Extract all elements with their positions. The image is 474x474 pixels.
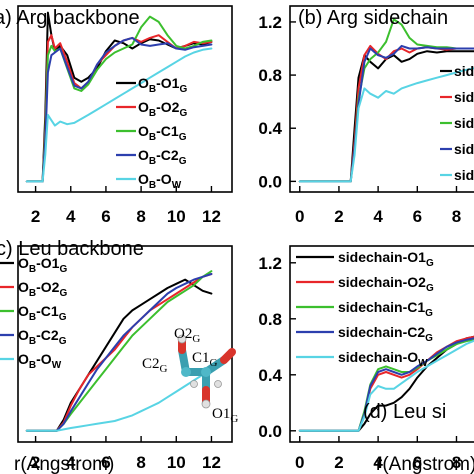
inset-label-c1: C1G	[192, 350, 218, 369]
plot-frame	[289, 5, 474, 193]
legend-label-c2: sidechain-C2G	[454, 141, 474, 161]
inset-label-o2: O2G	[174, 326, 200, 345]
series-line-c2	[25, 36, 213, 183]
y-tick-label: 0.4	[258, 366, 282, 385]
legend-label-o2: OB-O2G	[18, 279, 67, 299]
panel-title: (b) Arg sidechain	[298, 7, 448, 29]
x-tick-label: 4	[66, 453, 76, 472]
x-tick-label: 12	[202, 453, 221, 472]
x-tick-label: 2	[31, 453, 40, 472]
x-tick-label: 6	[101, 207, 110, 226]
legend-label-c2: OB-C2G	[138, 147, 187, 167]
y-tick-label: 0.8	[258, 310, 282, 329]
x-tick-label: 4	[373, 453, 383, 472]
x-tick-label: 0	[295, 453, 304, 472]
series-line-c1	[25, 270, 213, 432]
legend-label-o2: OB-O2G	[138, 99, 187, 119]
legend-label-water: OB-OW	[138, 171, 182, 191]
legend-label-o1: OB-O1G	[18, 255, 67, 275]
panel-b-arg-sidechain: 0 2 4 6 8 0.0 0.4 0.8 1.2 (b) Arg sidechain sidech…	[258, 5, 474, 226]
legend-label-water: sidechain-OW	[338, 349, 428, 369]
legend-label-o1: sidechain-O1G	[338, 249, 434, 269]
legend-label-c1: sidechain-C1G	[338, 299, 433, 319]
y-tick-label: 1.2	[258, 13, 282, 32]
panel-title: (d) Leu si	[363, 401, 446, 423]
legend-label-c1: OB-C1G	[18, 303, 67, 323]
series-line-water	[25, 368, 213, 432]
series-line-c1	[298, 18, 474, 183]
x-tick-label: 8	[136, 207, 145, 226]
panel-title: a) Arg backbone	[0, 7, 140, 29]
legend: sidechain-O1G sidechain-O2G sidechain-C1G s…	[296, 249, 434, 369]
glycerol-molecule-inset: O2G C2G C1G O1G	[142, 326, 238, 425]
plot-frame	[289, 245, 474, 443]
x-tick-label: 10	[167, 207, 186, 226]
x-tick-label: 6	[101, 453, 110, 472]
legend-label-c2: sidechain-C2G	[338, 324, 433, 344]
y-tick-label: 0.0	[258, 172, 282, 191]
legend-label-o1: sidechain-O1G	[454, 63, 474, 83]
legend: OB-O1G OB-O2G OB-C1G OB-C2G OB-OW	[116, 75, 187, 191]
series-line-water	[298, 67, 474, 183]
x-axis-label-right: r(Angstrom)	[376, 454, 474, 474]
series-line-c2	[25, 273, 213, 432]
y-tick-label: 0.4	[258, 119, 282, 138]
legend-label-c1: sidechain-C1G	[454, 115, 474, 135]
y-tick-label: 1.2	[258, 254, 282, 273]
legend-label-o2: sidechain-O2G	[454, 89, 474, 109]
legend-label-o1: OB-O1G	[138, 75, 187, 95]
series-line-water	[25, 47, 213, 183]
legend-label-water: OB-OW	[18, 351, 62, 371]
x-axis-label-left: r(Angstrom)	[14, 454, 114, 474]
series-line-c1	[25, 15, 213, 183]
panel-a-arg-backbone: 2 4 6 8 10 12 a) Arg backbone OB-O1G OB-O2G OB-C1…	[0, 5, 233, 226]
y-tick-label: 0.8	[258, 66, 282, 85]
series-line-c2	[298, 44, 474, 183]
legend: sidechain-O1G sidechain-O2G sidechain-C1G s…	[440, 63, 474, 187]
series-line-o2	[25, 273, 213, 432]
x-tick-label: 4	[66, 207, 76, 226]
x-tick-label: 8	[452, 453, 461, 472]
legend-label-water: sidechain-OW	[454, 167, 474, 187]
series-line-o1	[25, 278, 213, 432]
x-tick-label: 8	[136, 453, 145, 472]
x-tick-label: 2	[334, 207, 343, 226]
x-tick-label: 2	[31, 207, 40, 226]
series-line-o1	[298, 50, 474, 183]
x-tick-label: 8	[452, 207, 461, 226]
x-tick-label: 0	[295, 207, 304, 226]
plot-frame	[17, 245, 233, 443]
legend-label-o2: sidechain-O2G	[338, 274, 434, 294]
x-tick-label: 2	[334, 453, 343, 472]
inset-label-o1: O1G	[212, 406, 238, 425]
y-tick-label: 0.0	[258, 422, 282, 441]
plot-frame	[17, 5, 233, 193]
panel-title: c) Leu backbone	[0, 238, 144, 260]
legend-label-c2: OB-C2G	[18, 327, 67, 347]
legend: OB-O1G OB-O2G OB-C1G OB-C2G OB-OW	[0, 255, 67, 371]
panel-d-leu-sidechain: 0 2 4 6 8 0.0 0.4 0.8 1.2 (d) Leu si sidechain-O1G…	[258, 245, 474, 472]
series-line-water	[298, 339, 474, 432]
x-tick-label: 4	[373, 207, 383, 226]
series-line-o2	[298, 44, 474, 183]
legend-label-c1: OB-C1G	[138, 123, 187, 143]
x-tick-label: 10	[167, 453, 186, 472]
series-line-c2	[298, 337, 474, 432]
x-tick-label: 6	[413, 207, 422, 226]
x-tick-label: 6	[413, 453, 422, 472]
inset-label-c2: C2G	[142, 356, 168, 375]
x-tick-label: 12	[202, 207, 221, 226]
